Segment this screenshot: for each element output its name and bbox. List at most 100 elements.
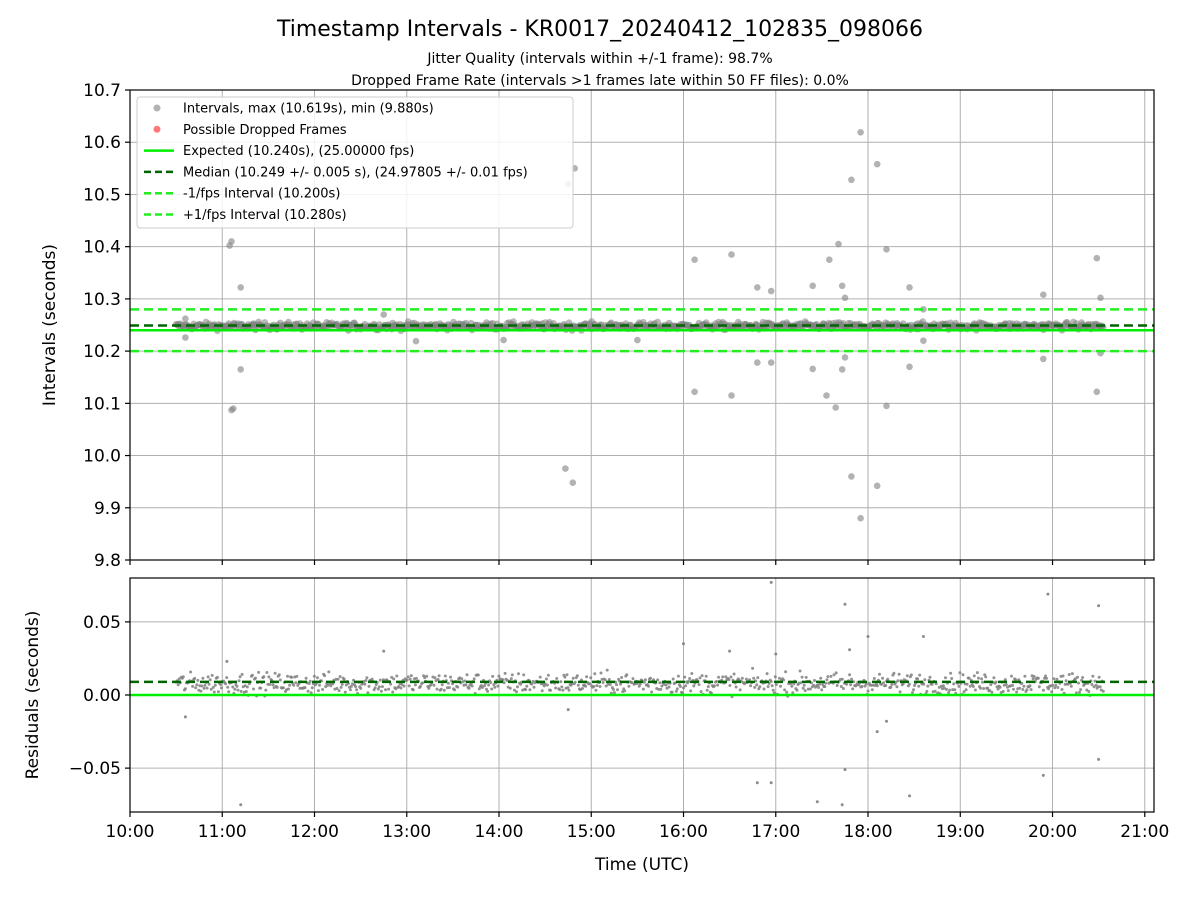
interval-point [724, 675, 728, 679]
legend-box [136, 96, 574, 229]
interval-point [980, 677, 984, 681]
interval-point [804, 675, 808, 679]
interval-point [1093, 679, 1097, 683]
interval-point [575, 674, 579, 678]
interval-point [210, 673, 214, 677]
interval-point [335, 687, 339, 690]
interval-point [705, 688, 709, 692]
interval-point [1078, 690, 1081, 694]
interval-point [878, 672, 881, 676]
interval-point [413, 683, 417, 687]
interval-point [994, 680, 998, 684]
interval-point [922, 682, 926, 686]
interval-point [373, 686, 377, 690]
interval-point [215, 675, 219, 679]
interval-point [1028, 684, 1032, 688]
interval-point [486, 689, 490, 693]
interval-point [425, 674, 429, 678]
intervals-y-ticks: 9.8 9.9 10.0 10.1 10.2 10.3 10.4 10.5 10.6 10.7 [83, 81, 130, 571]
y-tick-label: 10.5 [83, 185, 121, 205]
interval-point [864, 682, 868, 686]
interval-point [239, 689, 243, 693]
y-tick-label: 10.1 [83, 394, 121, 414]
interval-point [762, 687, 766, 691]
interval-point [841, 687, 845, 690]
interval-point [981, 680, 985, 684]
interval-point [945, 687, 948, 691]
interval-point [1073, 677, 1077, 681]
interval-point [952, 682, 956, 686]
interval-point [554, 686, 558, 690]
interval-point [208, 678, 212, 682]
outlier-point [691, 388, 698, 396]
interval-point [801, 686, 805, 690]
interval-point [713, 684, 716, 688]
interval-point [717, 675, 721, 679]
outlier-point [866, 635, 870, 638]
interval-point [409, 674, 413, 678]
interval-point [758, 685, 762, 689]
y-tick-label: 10.4 [83, 238, 121, 258]
outlier-point [183, 715, 187, 719]
interval-point [555, 677, 559, 680]
x-tick-label: 19:00 [936, 822, 985, 842]
interval-point [364, 679, 368, 682]
interval-point [916, 677, 920, 681]
interval-point [470, 684, 474, 688]
interval-point [176, 683, 180, 687]
interval-point [517, 672, 520, 676]
interval-point [698, 676, 702, 680]
interval-point [237, 679, 241, 683]
interval-point [615, 683, 618, 687]
interval-point [619, 682, 623, 686]
interval-point [464, 683, 468, 687]
interval-point [1070, 672, 1074, 676]
interval-point [798, 669, 802, 673]
interval-point [331, 682, 335, 686]
interval-point [525, 684, 529, 688]
outlier-point [883, 246, 890, 253]
interval-point [275, 685, 279, 689]
interval-point [1044, 674, 1047, 678]
outlier-point [239, 803, 243, 807]
interval-point [588, 682, 592, 686]
intervals-x-ticks [129, 560, 1146, 565]
interval-point [913, 684, 916, 687]
interval-point [502, 681, 506, 685]
interval-point [616, 688, 619, 692]
interval-point [595, 684, 599, 688]
interval-point [790, 684, 794, 688]
legend-marker-dropped [153, 125, 161, 133]
interval-point [872, 677, 876, 680]
outlier-point [875, 730, 879, 734]
outlier-point [237, 284, 244, 291]
interval-point [1014, 678, 1018, 682]
interval-point [973, 688, 977, 692]
interval-point [443, 674, 447, 678]
interval-point [1032, 675, 1036, 678]
interval-point [560, 685, 564, 689]
interval-point [650, 690, 654, 694]
interval-point [389, 682, 393, 686]
interval-point [344, 683, 348, 687]
interval-point [245, 685, 249, 689]
interval-point [509, 677, 513, 681]
interval-point [318, 683, 321, 687]
outlier-point [226, 242, 233, 249]
interval-point [1052, 677, 1056, 681]
interval-point [949, 671, 953, 675]
interval-point [611, 688, 615, 691]
interval-point [231, 685, 235, 689]
interval-point [211, 685, 215, 689]
interval-point [977, 676, 980, 680]
interval-point [683, 675, 687, 679]
interval-point [659, 687, 663, 691]
interval-point [1076, 675, 1079, 679]
interval-point [558, 688, 562, 692]
interval-point [770, 684, 774, 688]
interval-point [889, 685, 893, 689]
interval-point [447, 686, 451, 690]
y-tick-label: 10.2 [83, 342, 121, 362]
interval-point [496, 684, 500, 688]
interval-point [824, 681, 828, 685]
